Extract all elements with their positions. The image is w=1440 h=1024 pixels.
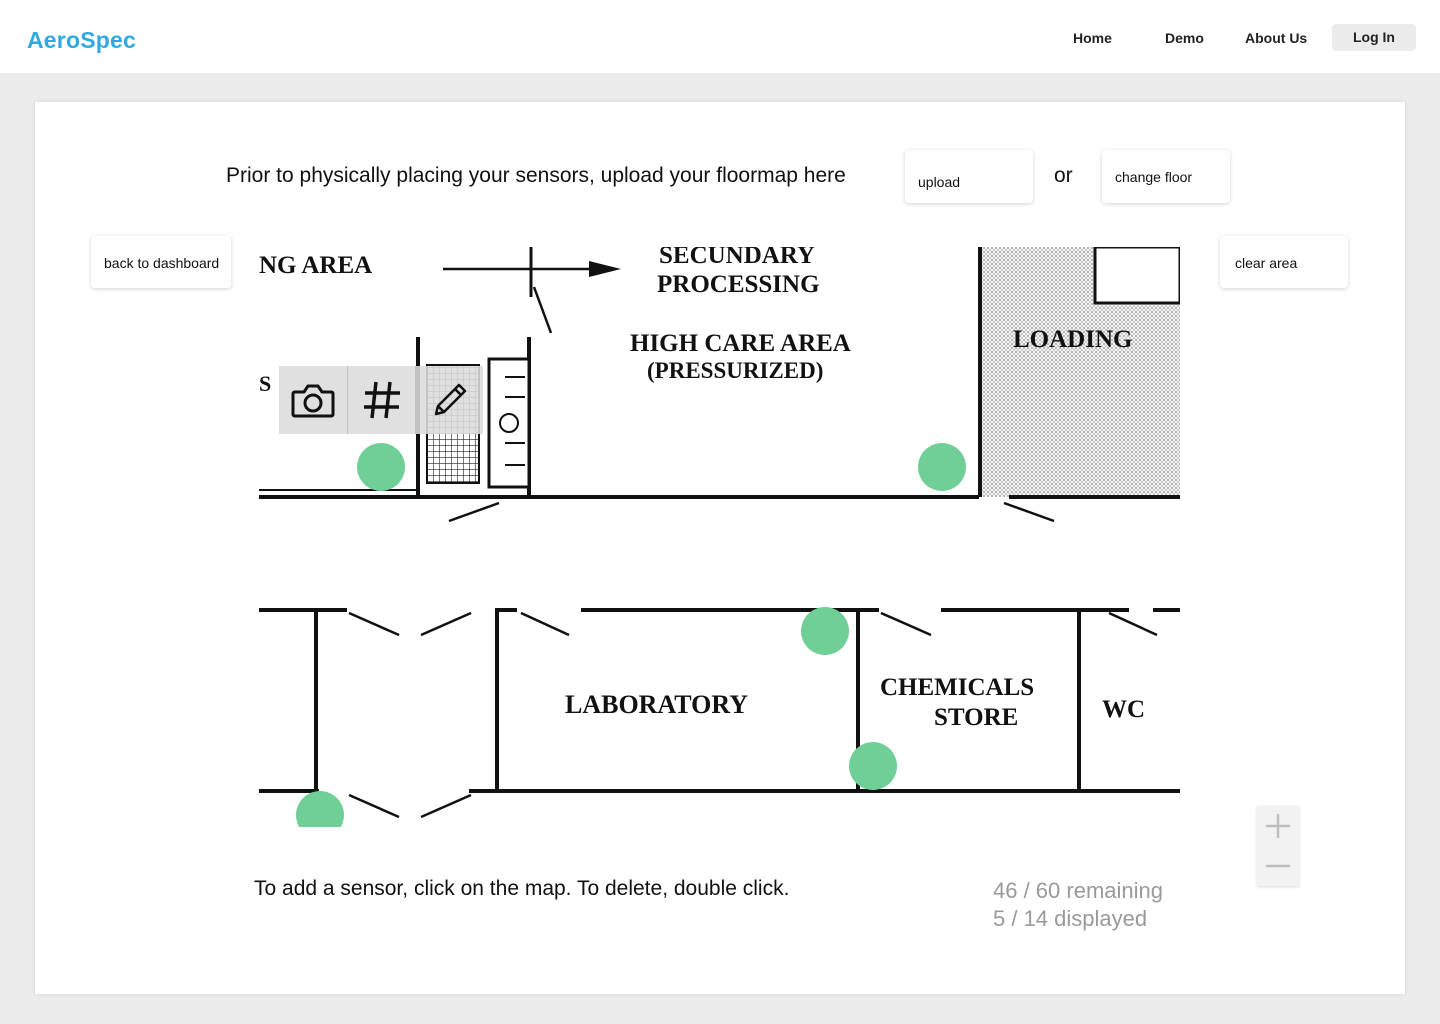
room-label: NG AREA — [259, 252, 372, 279]
room-label: LOADING — [1013, 326, 1132, 353]
or-label: or — [1054, 164, 1073, 187]
login-button[interactable]: Log In — [1332, 24, 1416, 51]
displayed-count: 5 / 14 displayed — [993, 906, 1148, 931]
room-label: WC — [1102, 696, 1145, 723]
room-label: S — [259, 371, 271, 396]
minus-icon — [1266, 864, 1290, 868]
remaining-count: 46 / 60 remaining — [993, 878, 1163, 903]
nav-demo[interactable]: Demo — [1165, 30, 1204, 46]
sensor-marker[interactable] — [801, 607, 849, 655]
instructions-text: To add a sensor, click on the map. To de… — [254, 877, 790, 900]
room-label: PROCESSING — [657, 271, 820, 298]
zoom-in-button[interactable] — [1257, 806, 1299, 846]
pencil-icon — [434, 383, 467, 416]
room-label: LABORATORY — [565, 690, 748, 719]
sensor-marker[interactable] — [918, 443, 966, 491]
clear-area-button[interactable]: clear area — [1220, 236, 1348, 288]
zoom-control — [1257, 806, 1299, 886]
hash-tool-button[interactable] — [347, 366, 416, 434]
room-label: HIGH CARE AREA — [630, 330, 851, 357]
upload-button[interactable]: upload — [905, 150, 1033, 203]
pencil-tool-button[interactable] — [415, 366, 484, 434]
room-label: SECUNDARY — [659, 247, 815, 269]
camera-tool-button[interactable] — [279, 366, 347, 434]
nav-about-us[interactable]: About Us — [1245, 30, 1308, 46]
sensor-marker[interactable] — [357, 443, 405, 491]
room-label: STORE — [934, 704, 1018, 731]
change-floor-button[interactable]: change floor — [1102, 150, 1230, 203]
camera-icon — [291, 384, 335, 418]
brand-logo[interactable]: AeroSpec — [27, 27, 136, 53]
room-label: CHEMICALS — [880, 674, 1034, 701]
zoom-out-button[interactable] — [1257, 846, 1299, 886]
sensor-layer — [296, 443, 966, 839]
room-label: (PRESSURIZED) — [647, 358, 823, 383]
map-toolbar — [279, 366, 483, 434]
sensor-stats: 46 / 60 remaining 5 / 14 displayed — [993, 877, 1163, 933]
hash-icon — [364, 381, 400, 419]
floorplan-map[interactable]: NG AREA SECUNDARY PROCESSING HIGH CARE A… — [259, 242, 1182, 839]
plus-icon — [1266, 814, 1290, 838]
top-nav: AeroSpec Home Demo About Us Log In — [0, 0, 1440, 73]
sensor-marker[interactable] — [849, 742, 897, 790]
sensor-marker[interactable] — [296, 791, 344, 839]
floorplan-drawing[interactable]: NG AREA SECUNDARY PROCESSING HIGH CARE A… — [259, 242, 1182, 839]
back-to-dashboard-button[interactable]: back to dashboard — [91, 236, 231, 288]
nav-home[interactable]: Home — [1073, 30, 1112, 46]
upload-prompt: Prior to physically placing your sensors… — [226, 164, 846, 187]
